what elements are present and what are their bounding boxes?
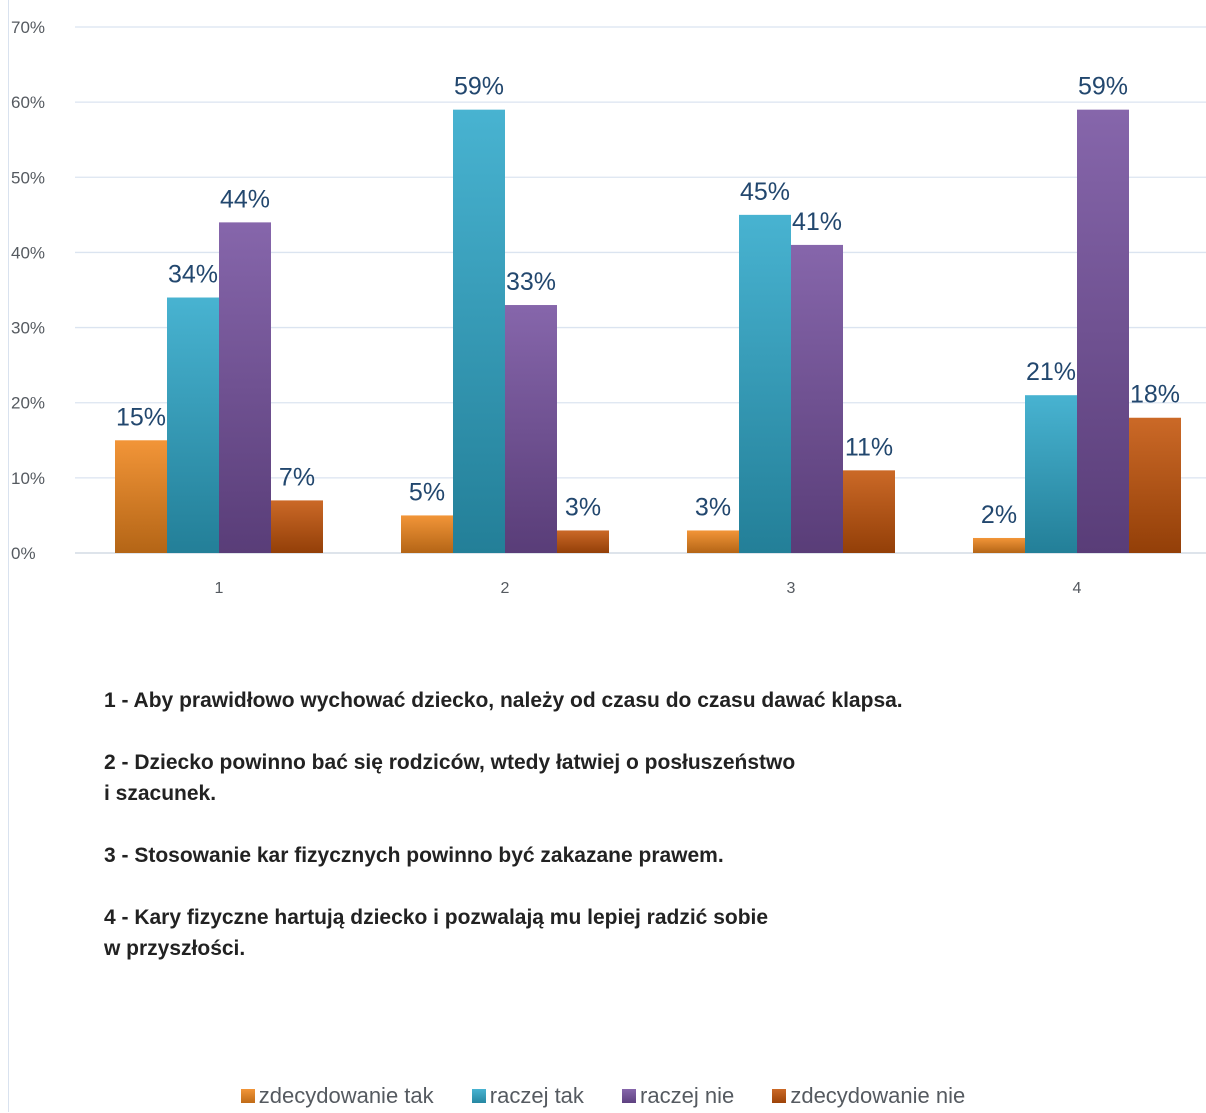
legend-swatch (471, 1089, 486, 1103)
legend-item: raczej tak (471, 1083, 584, 1109)
data-label: 11% (845, 433, 893, 461)
legend-item: zdecydowanie nie (772, 1083, 965, 1109)
y-tick-label: 70% (11, 18, 45, 37)
bar (843, 470, 895, 553)
bar (791, 244, 843, 553)
data-label: 59% (454, 73, 504, 101)
legend-swatch (622, 1089, 637, 1103)
bar (505, 305, 557, 553)
data-label: 41% (792, 208, 842, 236)
bar-chart: 0% 10% 20% 30% 40% 50% 60% 70% 15% 34% 44% 7% 5% 59%… (11, 18, 1206, 597)
y-tick-label: 60% (11, 93, 45, 112)
data-label: 59% (1078, 73, 1128, 101)
x-axis-categories: 1 2 3 4 (215, 580, 1082, 597)
note-1: 1 - Aby prawidłowo wychować dziecko, nal… (104, 689, 903, 712)
bar (401, 515, 453, 553)
legend-swatch (240, 1089, 255, 1103)
y-tick-label: 10% (11, 469, 45, 488)
data-label: 45% (740, 178, 790, 206)
y-tick-label: 40% (11, 243, 45, 262)
bar (115, 440, 167, 553)
bar (167, 297, 219, 553)
data-labels: 15% 34% 44% 7% 5% 59% 33% 3% 3% 45%41% 11% 2% 21% 59%… (116, 73, 1180, 529)
y-tick-label: 0% (11, 544, 36, 563)
x-tick-label: 4 (1073, 580, 1082, 597)
y-axis-ticks: 0% 10% 20% 30% 40% 50% 60% 70% (11, 18, 45, 563)
x-tick-label: 2 (501, 580, 510, 597)
bar (739, 214, 791, 553)
bar (453, 109, 505, 554)
data-label: 34% (168, 261, 218, 289)
data-label: 3% (695, 493, 731, 521)
data-label: 15% (116, 403, 166, 431)
legend-label: raczej nie (640, 1083, 735, 1108)
data-label: 2% (981, 501, 1017, 529)
chart-frame (8, 0, 1204, 1112)
category-notes: 1 - Aby prawidłowo wychować dziecko, nal… (104, 685, 1104, 995)
legend-label: zdecydowanie nie (790, 1083, 966, 1108)
note-2: 2 - Dziecko powinno bać się rodziców, wt… (104, 751, 796, 805)
legend-item: zdecydowanie tak (240, 1083, 434, 1109)
note-3: 3 - Stosowanie kar fizycznych powinno by… (104, 844, 724, 867)
y-tick-label: 20% (11, 394, 45, 413)
legend-item: raczej nie (622, 1083, 734, 1109)
y-tick-label: 30% (11, 319, 45, 338)
legend-label: zdecydowanie tak (258, 1083, 434, 1108)
x-tick-label: 1 (215, 580, 224, 597)
bar (557, 530, 609, 553)
bar (271, 500, 323, 553)
bar (219, 222, 271, 553)
data-label: 7% (279, 463, 315, 491)
legend-swatch (772, 1089, 787, 1103)
data-label: 5% (409, 478, 445, 506)
y-tick-label: 50% (11, 168, 45, 187)
chart-legend: zdecydowanie tak raczej tak raczej nie z… (0, 1083, 1206, 1109)
note-4: 4 - Kary fizyczne hartują dziecko i pozw… (104, 906, 769, 960)
data-label: 3% (565, 493, 601, 521)
bars (115, 109, 1181, 554)
bar (1077, 109, 1129, 554)
x-tick-label: 3 (787, 580, 796, 597)
bar (687, 530, 739, 553)
legend-label: raczej tak (489, 1083, 584, 1108)
data-label: 33% (506, 268, 556, 296)
bar (973, 537, 1025, 553)
data-label: 44% (220, 185, 270, 213)
bar (1025, 395, 1077, 553)
data-label: 21% (1026, 358, 1076, 386)
data-label: 18% (1130, 381, 1180, 409)
bar (1129, 417, 1181, 553)
